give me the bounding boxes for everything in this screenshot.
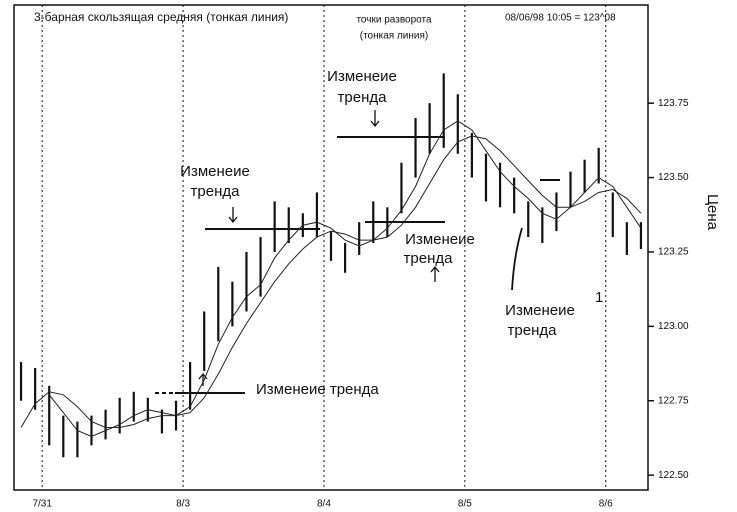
y-tick-label: 123.75 (658, 98, 689, 109)
arrows (198, 110, 523, 386)
annotation: Изменеие (327, 68, 397, 85)
y-tick-label: 123.50 (658, 172, 689, 183)
plot-frame (13, 4, 649, 491)
x-tick-label: 8/3 (176, 499, 190, 510)
y-tick-label: 123.25 (658, 247, 689, 258)
moving-average-line (20, 135, 642, 428)
arrow (370, 110, 380, 128)
annotation: 1 (595, 289, 603, 306)
annotation: точки разворота (356, 15, 431, 26)
x-tick-label: 8/6 (599, 499, 613, 510)
annotation: тренда (404, 250, 454, 267)
annotation: (тонкая линия) (360, 31, 429, 42)
arrow (228, 207, 238, 224)
annotation: Изменеие тренда (256, 381, 379, 398)
x-tick-label: 7/31 (32, 499, 52, 510)
annotation: Изменеие (180, 163, 250, 180)
y-tick-label: 123.00 (658, 321, 689, 332)
annotation: тренда (508, 322, 558, 339)
chart-title: 3-барная скользящая средняя (тонкая лини… (34, 10, 288, 24)
y-tick-label: 122.50 (658, 470, 689, 481)
annotation: тренда (338, 89, 388, 106)
x-tick-label: 8/4 (317, 499, 331, 510)
annotation: Изменеие (505, 302, 575, 319)
annotation: Изменеие (405, 231, 475, 248)
arrow (430, 265, 440, 282)
pointer (511, 227, 523, 291)
trend-lines (155, 136, 560, 394)
y-tick-label: 122.75 (658, 395, 689, 406)
annotation: тренда (191, 183, 241, 200)
header: 08/06/98 10:05 = 123^08 (505, 13, 616, 24)
moving-average-line (48, 120, 642, 437)
x-tick-label: 8/5 (458, 499, 472, 510)
y-axis-label: Цена (704, 194, 721, 231)
